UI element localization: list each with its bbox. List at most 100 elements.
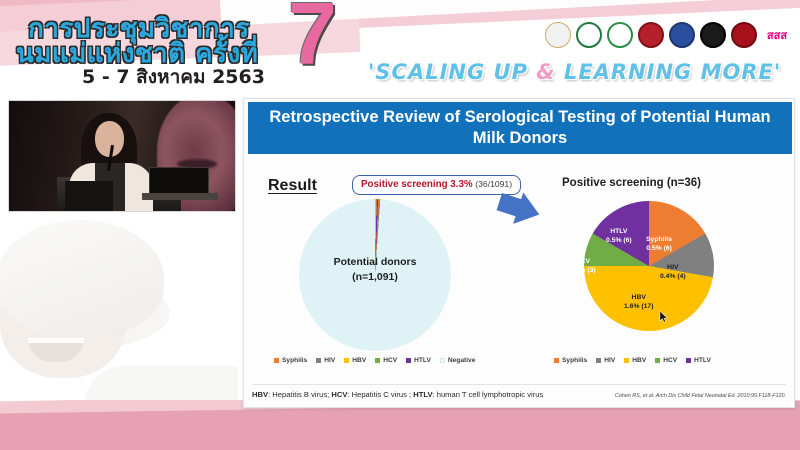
- conference-banner: การประชุมวิชาการ นมแม่แห่งชาติ ครั้งที่ …: [0, 0, 800, 95]
- positive-screening-callout: Positive screening 3.3% (36/1091): [352, 175, 522, 195]
- legend-swatch-syphilis-right: [554, 358, 559, 363]
- left-chart-legend: Syphilis HIV HBV HCV HTLV Negative: [274, 357, 475, 364]
- logo-sss: สสส: [762, 22, 792, 48]
- background-child-photo: [0, 214, 238, 412]
- conference-date: 5 - 7 สิงหาคม 2563: [82, 66, 265, 88]
- legend-swatch-syphilis: [274, 358, 279, 363]
- conference-edition-number: 7: [288, 0, 337, 83]
- slice-label-hiv-value: 0.4% (4): [660, 273, 686, 281]
- slide-footnote: HBV: Hepatitis B virus; HCV: Hepatitis C…: [252, 390, 786, 399]
- speaker-video-thumbnail[interactable]: [8, 100, 236, 212]
- positive-screening-pie-chart: Syphilis 0.5% (6) HIV 0.4% (4) HBV 1.6% …: [570, 201, 714, 331]
- slice-label-hbv-value: 1.6% (17): [624, 303, 654, 311]
- slice-label-syphilis-name: Syphilis: [646, 236, 673, 243]
- legend-label-htlv: HTLV: [414, 357, 431, 364]
- potential-donors-label-line2: (n=1,091): [352, 271, 398, 284]
- pie-slice-label-hcv: HCV 0.3% (3): [570, 257, 596, 275]
- callout-highlight-text: Positive screening 3.3%: [361, 179, 473, 190]
- legend-label-syphilis: Syphilis: [282, 357, 308, 364]
- callout-fraction-text: (36/1091): [475, 179, 513, 189]
- legend-item-htlv: HTLV: [406, 357, 431, 364]
- legend-label-hcv: HCV: [383, 357, 398, 364]
- footnote-htlv-val: : human T cell lymphotropic virus: [432, 390, 544, 399]
- logo-black-seal: [700, 22, 726, 48]
- pie-slice-label-hiv: HIV 0.4% (4): [660, 263, 686, 281]
- slice-label-hiv-name: HIV: [667, 264, 679, 271]
- slide-citation: Cohen RS, et al. Arch Dis Child Fetal Ne…: [614, 393, 786, 399]
- legend-item-hcv: HCV: [375, 357, 397, 364]
- legend-label-hiv: HIV: [324, 357, 336, 364]
- logo-green-ring-2: [607, 22, 633, 48]
- potential-donors-pie-chart: Potential donors (n=1,091): [299, 199, 451, 351]
- legend-label-hbv-right: HBV: [632, 357, 647, 364]
- legend-item-hbv: HBV: [344, 357, 366, 364]
- legend-item-syphilis-right: Syphilis: [554, 357, 587, 364]
- pie-slice-label-hbv: HBV 1.6% (17): [624, 293, 653, 311]
- pie-slice-label-htlv: HTLV 0.5% (6): [606, 227, 632, 245]
- logo-green-ring-1: [576, 22, 602, 48]
- legend-item-hiv-right: HIV: [596, 357, 615, 364]
- legend-swatch-hcv-right: [655, 358, 661, 363]
- legend-swatch-htlv: [406, 358, 412, 363]
- legend-label-negative: Negative: [447, 357, 476, 364]
- potential-donors-pie-label: Potential donors (n=1,091): [299, 255, 451, 285]
- video-podium-front: [65, 181, 113, 211]
- child-eye-left: [10, 308, 44, 315]
- footnote-hbv-key: HBV: [252, 390, 269, 399]
- blue-arrow-icon: [496, 192, 540, 224]
- slice-label-htlv-value: 0.5% (6): [606, 237, 632, 245]
- tagline-ampersand: &: [536, 60, 556, 84]
- mouse-cursor-icon: [659, 311, 668, 323]
- result-heading: Result: [268, 177, 317, 194]
- footnote-hcv-val: : Hepatitis C virus ;: [347, 390, 414, 399]
- logo-red-seal: [638, 22, 664, 48]
- conference-title-thai-line2: นมแม่แห่งชาติ ครั้งที่: [16, 39, 259, 69]
- legend-swatch-hiv-right: [596, 358, 602, 363]
- child-hat: [0, 220, 164, 336]
- tagline-part2: LEARNING MORE': [555, 60, 782, 84]
- legend-swatch-hcv: [375, 358, 381, 363]
- legend-swatch-negative: [439, 358, 445, 363]
- footnote-htlv-key: HTLV: [413, 390, 433, 399]
- legend-label-hcv-right: HCV: [663, 357, 678, 364]
- footnote-abbreviations: HBV: Hepatitis B virus; HCV: Hepatitis C…: [252, 390, 543, 399]
- legend-label-htlv-right: HTLV: [694, 357, 711, 364]
- positive-screening-pie-slices: [584, 201, 714, 331]
- legend-label-hiv-right: HIV: [604, 357, 616, 364]
- video-projected-face-eye: [177, 159, 217, 169]
- potential-donors-label-line1: Potential donors: [333, 256, 417, 268]
- legend-item-syphilis: Syphilis: [274, 357, 307, 364]
- legend-swatch-hbv: [344, 358, 350, 363]
- conference-tagline: 'SCALING UP & LEARNING MORE': [368, 60, 781, 84]
- slice-label-syphilis-value: 0.5% (6): [646, 245, 672, 253]
- legend-item-hbv-right: HBV: [624, 357, 646, 364]
- conference-title-thai-line1: การประชุมวิชาการ: [28, 14, 250, 44]
- footnote-hcv-key: HCV: [331, 390, 348, 399]
- logo-crimson-seal: [731, 22, 757, 48]
- tagline-part1: 'SCALING UP: [368, 60, 537, 84]
- logo-blue-seal: [669, 22, 695, 48]
- pie-slice-label-syphilis: Syphilis 0.5% (6): [646, 235, 672, 253]
- video-laptop: [149, 167, 209, 195]
- slice-label-htlv-name: HTLV: [610, 228, 628, 235]
- legend-swatch-hbv-right: [624, 358, 630, 363]
- legend-item-hiv: HIV: [316, 357, 335, 364]
- legend-item-htlv-right: HTLV: [686, 357, 711, 364]
- slide-title: Retrospective Review of Serological Test…: [248, 102, 792, 154]
- slice-label-hcv-name: HCV: [575, 258, 591, 265]
- presentation-slide: Retrospective Review of Serological Test…: [243, 98, 795, 408]
- logo-royal-emblem: [545, 22, 571, 48]
- sponsor-logo-strip: สสส: [545, 22, 792, 48]
- legend-swatch-htlv-right: [686, 358, 692, 363]
- right-chart-legend: Syphilis HIV HBV HCV HTLV: [554, 357, 711, 364]
- legend-swatch-hiv: [316, 358, 322, 363]
- child-eye-right: [62, 306, 96, 313]
- legend-label-hbv: HBV: [352, 357, 367, 364]
- legend-label-syphilis-right: Syphilis: [562, 357, 588, 364]
- legend-item-hcv-right: HCV: [655, 357, 677, 364]
- slice-label-hcv-value: 0.3% (3): [570, 267, 596, 275]
- footnote-hbv-val: : Hepatitis B virus;: [268, 390, 332, 399]
- potential-donors-pie-slices: [299, 199, 451, 351]
- video-laptop-base: [142, 193, 218, 200]
